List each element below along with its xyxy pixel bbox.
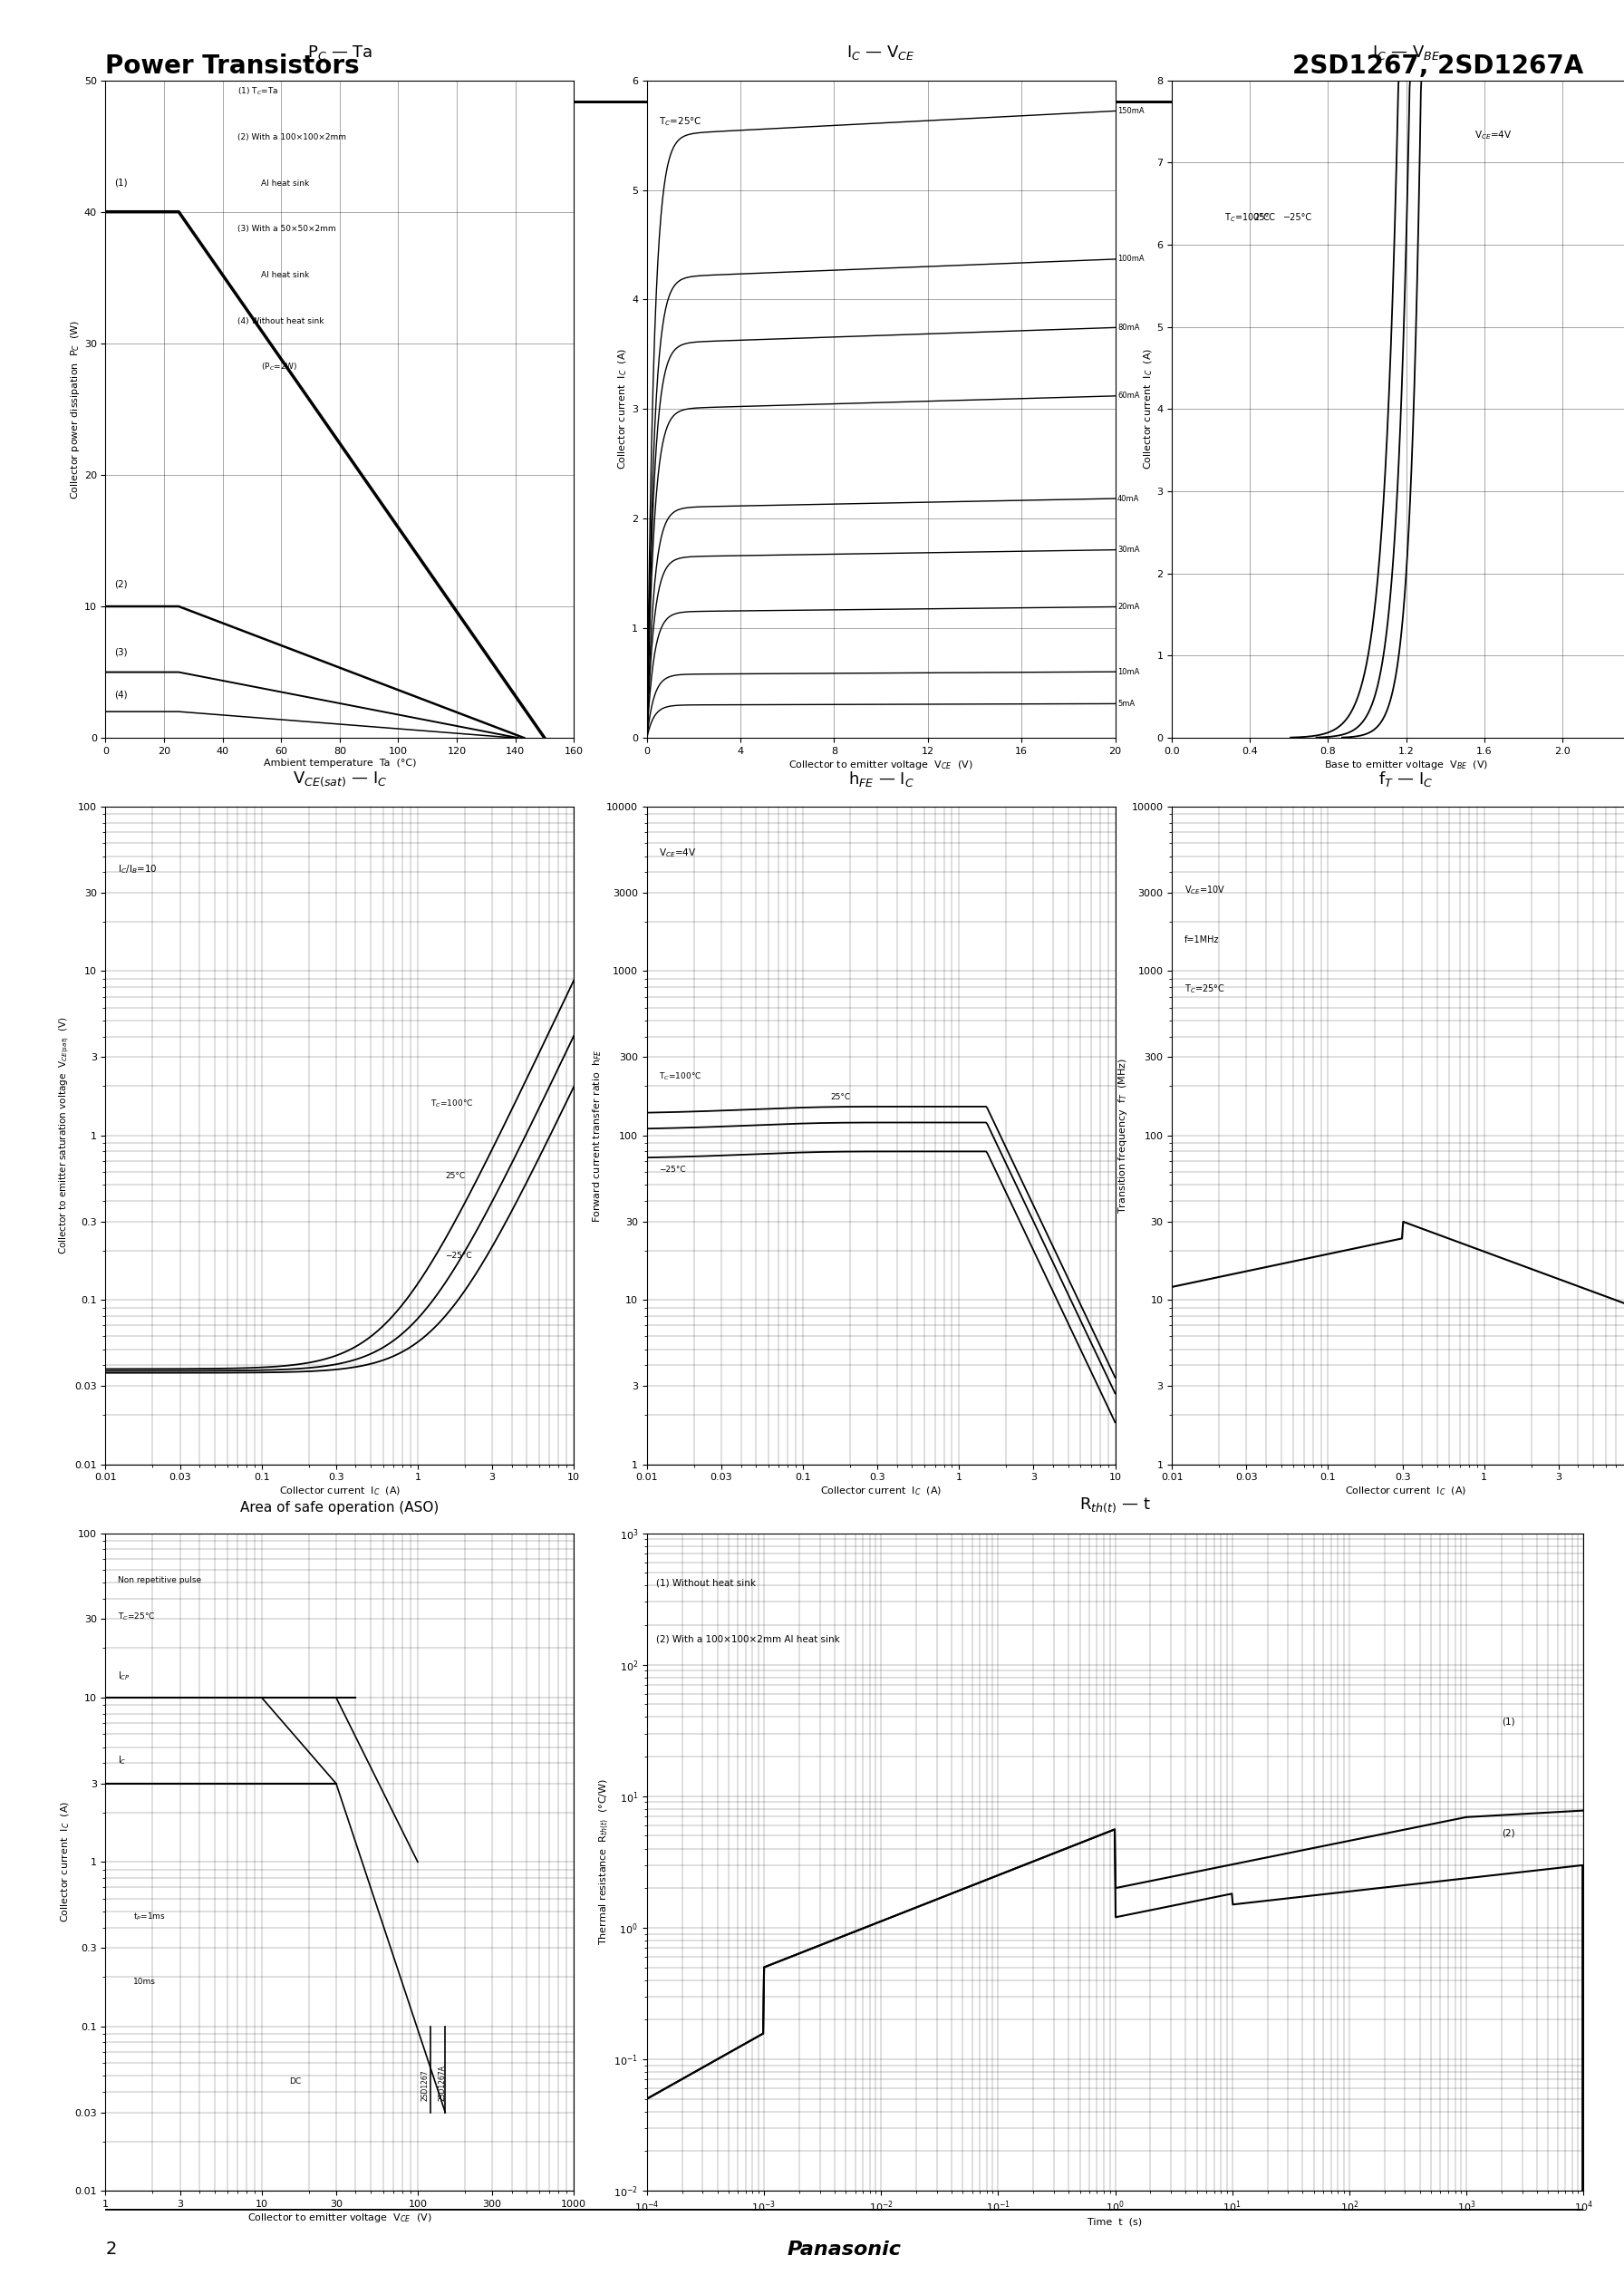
Text: (3) With a 50×50×2mm: (3) With a 50×50×2mm [237, 225, 336, 234]
Y-axis label: Thermal resistance  R$_{th(t)}$  (°C/W): Thermal resistance R$_{th(t)}$ (°C/W) [598, 1778, 611, 1945]
Text: (2): (2) [1502, 1828, 1515, 1837]
Text: (4) Without heat sink: (4) Without heat sink [237, 317, 323, 326]
Text: DC: DC [289, 2076, 300, 2085]
Y-axis label: Forward current transfer ratio  h$_{FE}$: Forward current transfer ratio h$_{FE}$ [591, 1048, 604, 1223]
Text: −25°C: −25°C [445, 1253, 473, 1259]
Y-axis label: Collector current  I$_C$  (A): Collector current I$_C$ (A) [60, 1801, 71, 1922]
X-axis label: Collector current  I$_C$  (A): Collector current I$_C$ (A) [820, 1484, 942, 1498]
Text: Non repetitive pulse: Non repetitive pulse [119, 1576, 201, 1585]
Text: I$_{CP}$: I$_{CP}$ [119, 1670, 130, 1682]
Text: 25°C: 25°C [1254, 213, 1276, 223]
Text: Al heat sink: Al heat sink [261, 271, 309, 280]
Text: (2) With a 100×100×2mm Al heat sink: (2) With a 100×100×2mm Al heat sink [656, 1633, 840, 1643]
Text: 5mA: 5mA [1117, 700, 1135, 709]
Text: 80mA: 80mA [1117, 323, 1140, 333]
Text: V$_{CE}$=4V: V$_{CE}$=4V [659, 846, 697, 860]
X-axis label: Time  t  (s): Time t (s) [1088, 2216, 1142, 2225]
Text: 25°C: 25°C [445, 1172, 464, 1179]
Text: f=1MHz: f=1MHz [1184, 936, 1220, 945]
X-axis label: Ambient temperature  Ta  (°C): Ambient temperature Ta (°C) [263, 759, 416, 768]
Text: T$_C$=25°C: T$_C$=25°C [659, 115, 702, 128]
Text: 100mA: 100mA [1117, 255, 1145, 264]
Text: (1) Without heat sink: (1) Without heat sink [656, 1578, 755, 1587]
Text: 25°C: 25°C [830, 1094, 851, 1101]
Text: T$_C$=100°C: T$_C$=100°C [659, 1071, 702, 1083]
Text: t$_P$=1ms: t$_P$=1ms [133, 1911, 166, 1922]
X-axis label: Collector to emitter voltage  V$_{CE}$  (V): Collector to emitter voltage V$_{CE}$ (V… [247, 2211, 432, 2223]
Text: (1): (1) [114, 179, 128, 188]
Text: (1): (1) [1502, 1718, 1515, 1727]
Text: 30mA: 30mA [1117, 546, 1140, 553]
X-axis label: Base to emitter voltage  V$_{BE}$  (V): Base to emitter voltage V$_{BE}$ (V) [1324, 759, 1488, 771]
Text: −25°C: −25°C [659, 1165, 685, 1175]
Text: Power Transistors: Power Transistors [106, 53, 361, 80]
Text: V$_{CE(sat)}$ — I$_C$: V$_{CE(sat)}$ — I$_C$ [292, 771, 387, 789]
Text: (2): (2) [114, 580, 128, 590]
Text: 40mA: 40mA [1117, 496, 1140, 502]
Text: (4): (4) [114, 690, 128, 700]
Text: 10ms: 10ms [133, 1977, 156, 1987]
Text: Al heat sink: Al heat sink [261, 179, 309, 188]
Text: (2) With a 100×100×2mm: (2) With a 100×100×2mm [237, 133, 346, 142]
Text: I$_C$ — V$_{BE}$: I$_C$ — V$_{BE}$ [1372, 44, 1440, 62]
Text: 2SD1267, 2SD1267A: 2SD1267, 2SD1267A [1293, 53, 1583, 80]
Text: V$_{CE}$=10V: V$_{CE}$=10V [1184, 883, 1226, 897]
Text: T$_C$=25°C: T$_C$=25°C [119, 1610, 156, 1622]
Text: T$_C$=100°C: T$_C$=100°C [430, 1099, 473, 1110]
Text: h$_{FE}$ — I$_C$: h$_{FE}$ — I$_C$ [848, 768, 914, 789]
Text: I$_C$ — V$_{CE}$: I$_C$ — V$_{CE}$ [846, 44, 916, 62]
X-axis label: Collector to emitter voltage  V$_{CE}$  (V): Collector to emitter voltage V$_{CE}$ (V… [789, 759, 973, 771]
Text: 2: 2 [106, 2241, 117, 2257]
Y-axis label: Collector power dissipation  P$_C$  (W): Collector power dissipation P$_C$ (W) [68, 319, 81, 500]
Text: 60mA: 60mA [1117, 392, 1140, 399]
Y-axis label: Transition frequency  f$_T$  (MHz): Transition frequency f$_T$ (MHz) [1116, 1058, 1129, 1214]
Text: 2SD1267: 2SD1267 [421, 2069, 429, 2101]
Text: V$_{CE}$=4V: V$_{CE}$=4V [1475, 128, 1512, 142]
Y-axis label: Collector current  I$_C$  (A): Collector current I$_C$ (A) [1142, 349, 1155, 470]
Text: f$_T$ — I$_C$: f$_T$ — I$_C$ [1379, 768, 1434, 789]
Text: (P$_C$=2W): (P$_C$=2W) [261, 362, 297, 374]
Text: I$_C$: I$_C$ [119, 1755, 127, 1766]
X-axis label: Collector current  I$_C$  (A): Collector current I$_C$ (A) [1345, 1484, 1466, 1498]
Text: I$_C$/I$_B$=10: I$_C$/I$_B$=10 [119, 863, 158, 876]
Y-axis label: Collector to emitter saturation voltage  V$_{CE(sat)}$  (V): Collector to emitter saturation voltage … [58, 1016, 71, 1255]
Text: T$_C$=25°C: T$_C$=25°C [1184, 982, 1224, 996]
Text: 20mA: 20mA [1117, 603, 1140, 610]
Text: T$_C$=100°C: T$_C$=100°C [1224, 211, 1272, 223]
X-axis label: Collector current  I$_C$  (A): Collector current I$_C$ (A) [279, 1484, 401, 1498]
Text: Panasonic: Panasonic [788, 2241, 901, 2257]
Text: P$_C$ — Ta: P$_C$ — Ta [307, 44, 372, 62]
Y-axis label: Collector current  I$_C$  (A): Collector current I$_C$ (A) [617, 349, 628, 470]
Text: Area of safe operation (ASO): Area of safe operation (ASO) [240, 1500, 438, 1514]
Text: −25°C: −25°C [1283, 213, 1312, 223]
Text: 2SD1267A: 2SD1267A [438, 2065, 447, 2101]
Text: 10mA: 10mA [1117, 668, 1140, 677]
Text: (1) T$_C$=Ta: (1) T$_C$=Ta [237, 85, 279, 96]
Text: 150mA: 150mA [1117, 108, 1145, 115]
Text: (3): (3) [114, 647, 128, 656]
Text: R$_{th(t)}$ — t: R$_{th(t)}$ — t [1080, 1496, 1151, 1514]
